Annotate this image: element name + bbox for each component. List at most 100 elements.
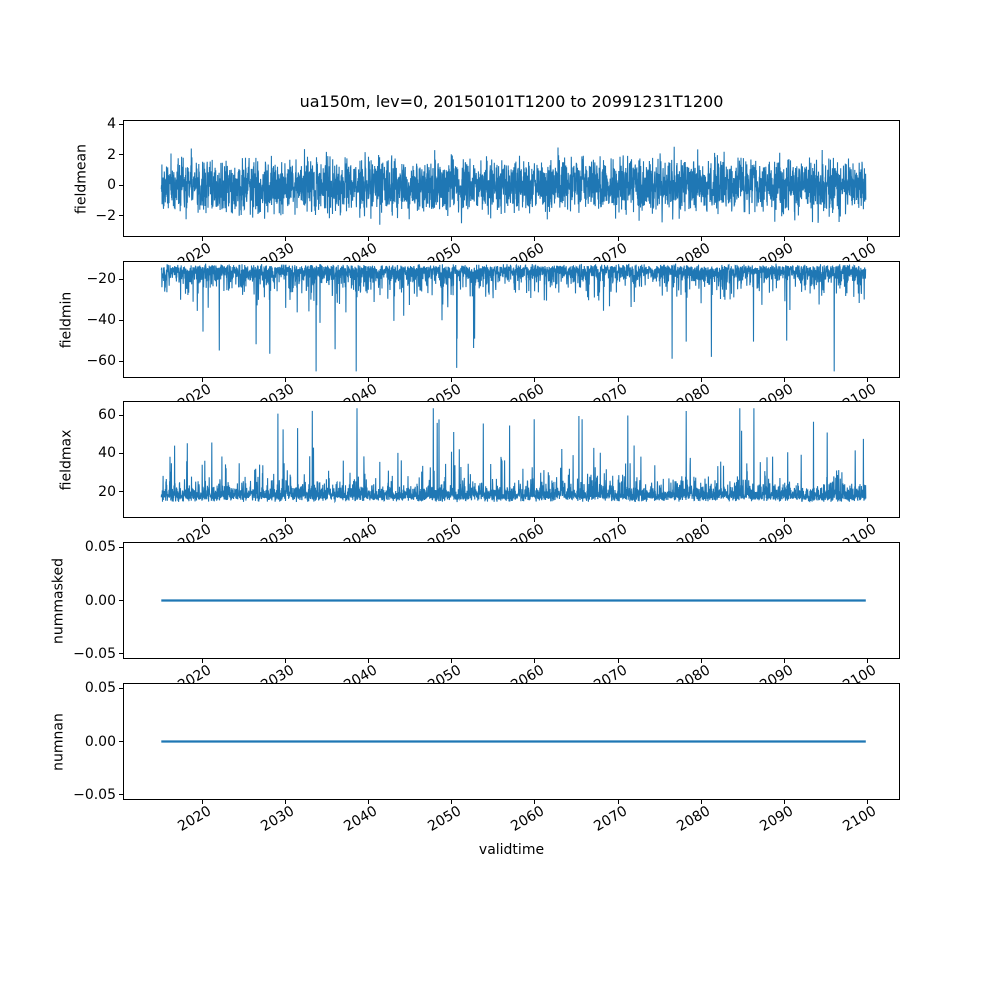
- x-tick: [451, 518, 453, 522]
- x-tick-label: 2040: [341, 803, 381, 835]
- y-tick: [119, 491, 123, 493]
- x-tick: [700, 237, 702, 241]
- series-line-fieldmean: [160, 146, 867, 225]
- x-tick: [201, 237, 203, 241]
- x-tick: [201, 800, 203, 804]
- y-tick-label: −40: [86, 312, 116, 328]
- y-tick: [119, 452, 123, 454]
- y-tick-label: −60: [86, 352, 116, 369]
- x-tick: [866, 518, 868, 522]
- x-tick: [451, 659, 453, 663]
- y-tick: [119, 360, 123, 362]
- plot-area-fieldmax: [160, 408, 867, 504]
- x-tick: [201, 378, 203, 382]
- x-tick: [617, 378, 619, 382]
- subplot-fieldmean: [123, 120, 900, 237]
- subplot-nummasked: [123, 542, 900, 659]
- x-tick: [285, 800, 286, 804]
- y-tick: [119, 154, 123, 156]
- x-tick: [534, 800, 536, 804]
- y-tick-label: 0.05: [84, 539, 116, 556]
- y-tick: [119, 184, 123, 186]
- y-tick-label: 0: [107, 177, 116, 194]
- x-tick: [866, 378, 868, 382]
- plot-area-nummasked: [161, 599, 866, 602]
- y-tick: [119, 741, 123, 742]
- x-tick: [617, 659, 619, 663]
- y-tick-label: 0.00: [84, 592, 116, 609]
- y-tick: [119, 123, 123, 125]
- subplot-fieldmax: [123, 401, 900, 518]
- x-tick-label: 2080: [674, 803, 714, 835]
- plot-area-fieldmean: [160, 146, 867, 225]
- x-tick: [617, 800, 619, 804]
- y-tick: [119, 653, 123, 655]
- y-tick-label: 20: [98, 483, 116, 500]
- x-tick: [201, 518, 203, 522]
- x-tick: [368, 237, 370, 241]
- x-tick: [451, 237, 453, 241]
- x-tick-label: 2030: [258, 803, 298, 835]
- y-tick-label: 60: [98, 406, 116, 423]
- x-tick: [368, 659, 370, 663]
- x-tick: [451, 378, 453, 382]
- y-tick: [119, 319, 123, 321]
- x-tick: [783, 659, 785, 663]
- x-axis-label: validtime: [478, 842, 545, 858]
- y-tick: [119, 278, 123, 280]
- y-tick-label: −0.05: [73, 645, 116, 662]
- x-tick: [617, 237, 619, 241]
- x-tick: [534, 378, 536, 382]
- x-tick: [368, 518, 370, 522]
- x-tick: [700, 659, 702, 663]
- x-tick-label: 2020: [175, 803, 215, 835]
- subplot-numnan: [123, 683, 900, 800]
- x-tick: [368, 800, 370, 804]
- x-tick: [285, 378, 286, 382]
- series-line-fieldmax: [160, 408, 867, 504]
- y-axis-label-fieldmin: fieldmin: [58, 291, 75, 348]
- y-tick-label: 40: [98, 445, 116, 462]
- subplot-fieldmin: [123, 261, 900, 378]
- y-axis-label-nummasked: nummasked: [50, 557, 67, 644]
- y-tick: [119, 215, 123, 217]
- x-tick: [783, 518, 785, 522]
- plot-area-numnan: [161, 740, 866, 743]
- y-tick: [119, 414, 123, 416]
- x-tick-label: 2050: [424, 803, 464, 835]
- plot-area-fieldmin: [160, 263, 867, 372]
- x-tick: [700, 800, 702, 804]
- y-axis-label-fieldmax: fieldmax: [58, 429, 75, 490]
- x-tick: [451, 800, 453, 804]
- x-tick-label: 2090: [757, 803, 797, 835]
- y-tick-label: −20: [86, 271, 116, 288]
- x-tick: [534, 659, 536, 663]
- x-tick-label: 2100: [840, 803, 880, 835]
- y-tick-label: −2: [95, 207, 116, 224]
- x-tick-label: 2060: [508, 803, 547, 835]
- x-tick: [285, 237, 286, 241]
- y-tick-label: −0.05: [73, 786, 116, 803]
- y-tick: [119, 794, 123, 796]
- x-tick: [617, 518, 619, 522]
- x-tick: [285, 518, 286, 522]
- y-tick-label: 2: [107, 146, 116, 163]
- x-tick: [783, 378, 785, 382]
- x-tick: [866, 659, 868, 663]
- x-tick: [700, 378, 702, 382]
- y-axis-label-numnan: numnan: [50, 712, 67, 771]
- x-tick: [783, 800, 785, 804]
- x-tick: [368, 378, 370, 382]
- y-tick: [119, 687, 123, 689]
- x-tick: [201, 659, 203, 663]
- y-tick: [119, 546, 123, 548]
- y-axis-label-fieldmean: fieldmean: [73, 143, 90, 214]
- x-tick: [783, 237, 785, 241]
- x-tick: [534, 518, 536, 522]
- x-tick: [866, 237, 868, 241]
- y-tick: [119, 600, 123, 601]
- y-tick-label: 0.05: [84, 680, 116, 697]
- x-tick: [285, 659, 286, 663]
- y-tick-label: 0.00: [84, 733, 116, 750]
